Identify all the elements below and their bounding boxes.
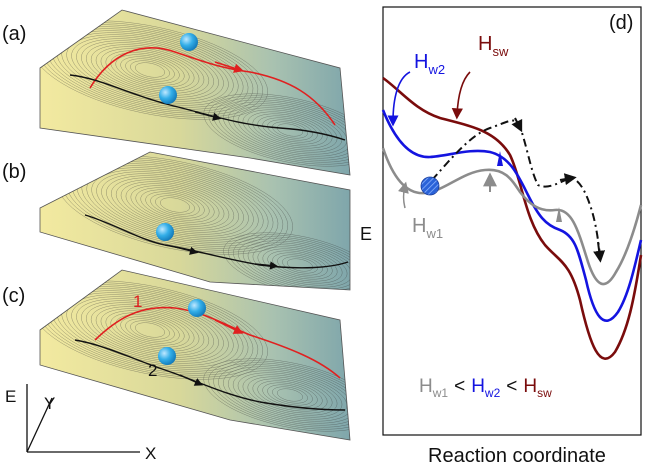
label-h-w1: Hw1 [412,215,443,241]
callout-h-w2 [387,71,411,127]
surface-b [39,151,351,291]
axis-e-label: E [5,387,16,406]
path-dashdot [431,119,601,256]
ball-c-upper [188,299,206,317]
callout-h-w1 [397,181,409,209]
energy-frame [382,6,642,436]
path-red-a [89,47,336,126]
barrier-marker-w2 [497,151,503,166]
ball-d [420,176,440,196]
label-h-sw: Hsw [478,33,509,59]
surface-a [39,9,351,176]
ball-a-lower [159,86,177,104]
energy-panel: (d) E Reaction coordinate Hsw Hw2 Hw1 Hw… [360,6,643,467]
path-black-b [84,214,349,269]
ball-b [156,223,174,241]
energy-ylabel: E [360,224,372,244]
energy-xlabel: Reaction coordinate [428,445,606,467]
axis-x-label: X [145,444,156,463]
surface-c: 1 2 [39,269,351,441]
inequality: Hw1 < Hw2 < Hsw [419,376,552,400]
ball-c-lower [158,347,176,365]
curve-h-w2 [381,109,643,322]
curve-h-sw [382,76,643,360]
panel-label-d: (d) [609,12,633,34]
panel-label-b: (b) [2,161,26,183]
label-h-w2: Hw2 [414,51,445,77]
axes-triad [26,384,140,453]
callout-h-sw [451,71,471,120]
path-label-1: 1 [133,292,142,311]
panel-label-c: (c) [2,285,25,307]
barrier-marker-w1 [556,207,562,222]
path-label-2: 2 [148,361,157,380]
ball-a-upper [180,33,198,51]
path-black-c [74,339,346,411]
axis-y-label: Y [44,394,55,413]
panel-label-a: (a) [2,23,26,45]
